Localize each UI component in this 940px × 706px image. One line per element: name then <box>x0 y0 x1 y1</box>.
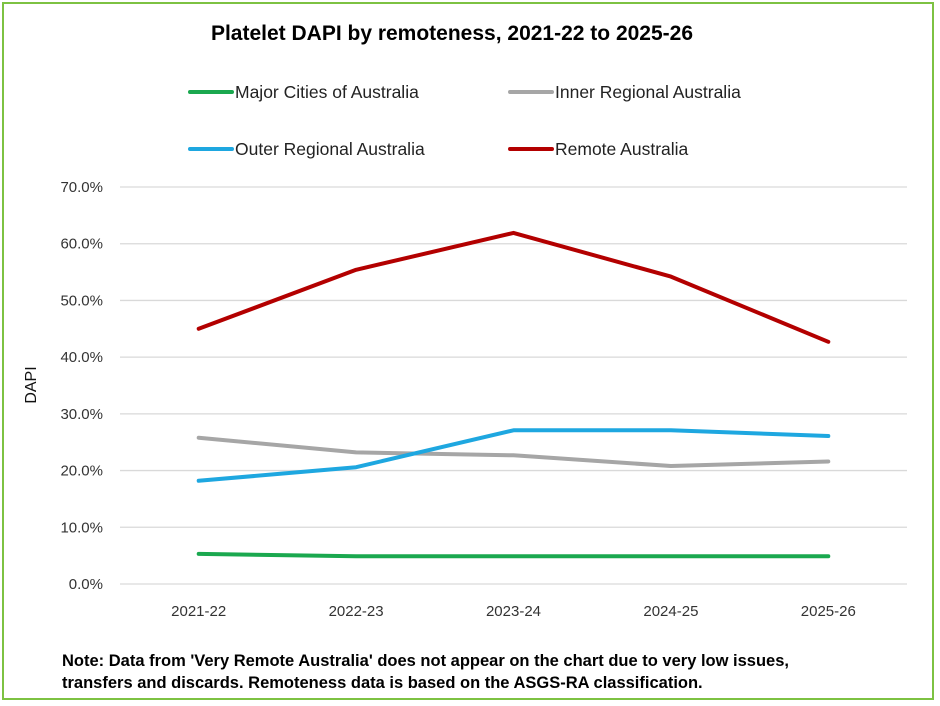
y-tick-label: 30.0% <box>60 406 103 423</box>
chart-title: Platelet DAPI by remoteness, 2021-22 to … <box>210 22 694 45</box>
x-tick-label: 2024-25 <box>643 603 698 620</box>
y-axis-ticks: 0.0% 10.0% 20.0% 30.0% 40.0% 50.0% 60.0% 70.0% <box>60 179 103 593</box>
footnote: Note: Data from 'Very Remote Australia' … <box>62 650 892 694</box>
x-tick-label: 2025-26 <box>801 603 856 620</box>
series-line <box>196 551 831 559</box>
legend-label: Inner Regional Australia <box>555 82 741 102</box>
y-tick-label: 0.0% <box>69 576 103 593</box>
footnote-line-1: Note: Data from 'Very Remote Australia' … <box>62 652 789 670</box>
legend-label: Remote Australia <box>555 139 689 159</box>
legend-label: Outer Regional Australia <box>235 139 425 159</box>
footnote-line-2: transfers and discards. Remoteness data … <box>62 674 703 692</box>
x-tick-label: 2022-23 <box>329 603 384 620</box>
gridlines <box>120 186 907 585</box>
legend-label: Major Cities of Australia <box>235 82 419 102</box>
x-tick-label: 2021-22 <box>171 603 226 620</box>
y-tick-label: 20.0% <box>60 463 103 480</box>
y-tick-label: 10.0% <box>60 519 103 536</box>
series-line <box>196 435 831 468</box>
y-tick-label: 40.0% <box>60 349 103 366</box>
y-tick-label: 70.0% <box>60 179 103 196</box>
series-lines <box>196 230 831 559</box>
x-axis-ticks: 2021-22 2022-23 2023-24 2024-25 2025-26 <box>171 603 856 620</box>
series-line <box>196 428 831 483</box>
legend: Major Cities of Australia Inner Regional … <box>188 82 741 159</box>
x-tick-label: 2023-24 <box>486 603 541 620</box>
y-tick-label: 60.0% <box>60 236 103 253</box>
series-line <box>196 230 831 344</box>
y-tick-label: 50.0% <box>60 292 103 309</box>
y-axis-label: DAPI <box>23 366 40 403</box>
